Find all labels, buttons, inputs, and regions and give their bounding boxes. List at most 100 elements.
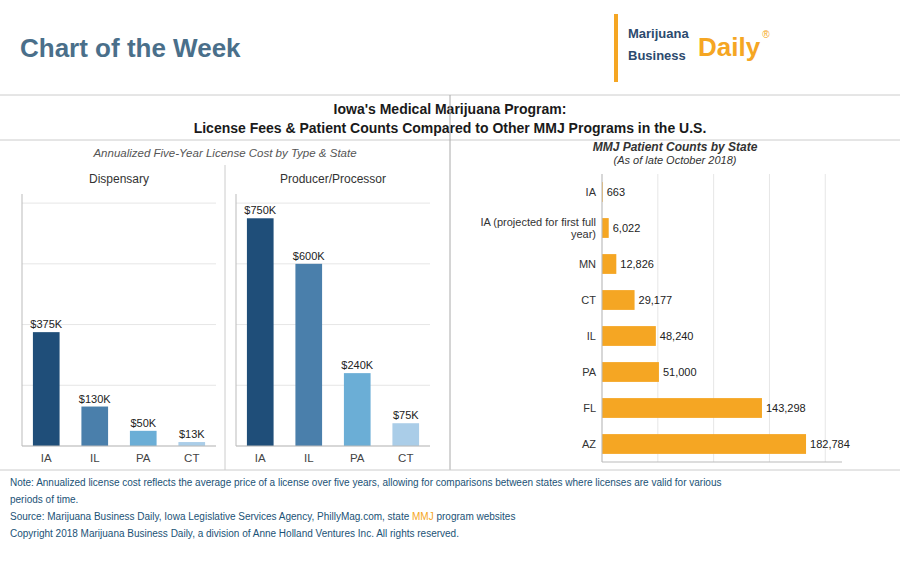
y-axis xyxy=(236,194,237,446)
bar xyxy=(33,332,60,446)
tick-label: IA (projected for first fullyear) xyxy=(480,216,596,240)
footnote: periods of time. xyxy=(10,494,78,505)
tick-label: CT xyxy=(581,294,596,306)
bar xyxy=(178,442,205,446)
footnote: Copyright 2018 Marijuana Business Daily,… xyxy=(10,528,459,539)
tick-label: CT xyxy=(184,452,199,464)
tick-label: PA xyxy=(350,452,365,464)
grid-line xyxy=(22,263,216,264)
bar xyxy=(392,423,419,446)
tick-label-line: IL xyxy=(587,330,596,342)
chart-title: MMJ Patient Counts by State xyxy=(593,140,758,154)
grid-line xyxy=(713,174,714,462)
chart-title: Dispensary xyxy=(89,172,149,186)
tick-label-line: PA xyxy=(582,366,597,378)
bar xyxy=(247,218,274,446)
x-axis xyxy=(602,462,842,463)
tick-label: PA xyxy=(136,452,151,464)
tick-label-line: FL xyxy=(583,402,596,414)
bars xyxy=(247,218,419,446)
footnote-part: Source: Marijuana Business Daily, Iowa L… xyxy=(10,511,412,522)
data-label: 29,177 xyxy=(639,294,673,306)
bar-chart: MMJ Patient Counts by State(As of late O… xyxy=(480,140,849,462)
tick-label: MN xyxy=(579,258,596,270)
x-axis xyxy=(22,446,216,447)
data-label: $130K xyxy=(79,393,111,405)
bar xyxy=(81,407,108,446)
footnote: Source: Marijuana Business Daily, Iowa L… xyxy=(10,511,515,522)
data-label: $750K xyxy=(244,204,276,216)
chart-title: Producer/Processor xyxy=(280,172,386,186)
bars xyxy=(33,332,205,446)
tick-label: IL xyxy=(90,452,100,464)
grid-line xyxy=(825,174,826,462)
data-label: $600K xyxy=(293,250,325,262)
logo-text: Business xyxy=(628,48,686,63)
bar xyxy=(602,398,762,418)
grid-line xyxy=(602,174,603,462)
tick-label: IL xyxy=(304,452,314,464)
logo-text: Daily xyxy=(698,32,761,62)
tick-label: FL xyxy=(583,402,596,414)
bar xyxy=(602,362,659,382)
tick-label-line: IA xyxy=(586,186,597,198)
background xyxy=(0,0,900,563)
chart-page: Chart of the Week Marijuana Business Daily®… xyxy=(0,0,900,563)
header-title: Chart of the Week xyxy=(20,33,241,63)
bar-chart: Producer/Processor $750K IA $600K IL $240K PA $… xyxy=(236,172,430,464)
divider xyxy=(0,470,900,471)
x-axis xyxy=(236,446,430,447)
data-label: $75K xyxy=(393,409,419,421)
grid-line xyxy=(657,174,658,462)
tick-label-line: year) xyxy=(571,228,596,240)
data-label: 143,298 xyxy=(766,402,806,414)
tick-label-line: MN xyxy=(579,258,596,270)
footnote: Note: Annualized license cost reflects t… xyxy=(10,477,721,488)
grid-line xyxy=(769,174,770,462)
grid-line xyxy=(236,446,430,447)
tick-label-line: CT xyxy=(581,294,596,306)
data-label: 663 xyxy=(607,186,625,198)
tick-label-line: IA (projected for first full xyxy=(480,216,596,228)
tick-label: IL xyxy=(587,330,596,342)
logo-mark: ® xyxy=(762,29,770,40)
bars xyxy=(602,182,806,454)
tick-label: CT xyxy=(398,452,413,464)
tick-label: PA xyxy=(582,366,597,378)
tick-label: IA xyxy=(41,452,52,464)
bar-chart: Dispensary $375K IA $130K IL $50K PA $13K CT xyxy=(22,172,216,464)
footnote-part: program websites xyxy=(434,511,516,522)
logo-text: Marijuana xyxy=(628,26,689,41)
bar xyxy=(602,326,656,346)
bar xyxy=(295,264,322,446)
bar xyxy=(130,431,157,446)
tick-label: IA xyxy=(255,452,266,464)
bar xyxy=(602,434,806,454)
tick-label: IA xyxy=(586,186,597,198)
data-label: 6,022 xyxy=(613,222,641,234)
data-label: 182,784 xyxy=(810,438,850,450)
logo-bar xyxy=(614,14,618,82)
data-label: 48,240 xyxy=(660,330,694,342)
tick-label-line: AZ xyxy=(582,438,596,450)
bar xyxy=(344,373,371,446)
divider xyxy=(450,95,451,470)
divider xyxy=(225,165,226,470)
tick-label: AZ xyxy=(582,438,596,450)
bar xyxy=(602,218,609,238)
footnote-highlight: MMJ xyxy=(412,511,434,522)
data-label: $375K xyxy=(30,318,62,330)
bar xyxy=(602,290,635,310)
y-axis xyxy=(22,194,23,446)
data-label: $13K xyxy=(179,428,205,440)
chart-subtitle: (As of late October 2018) xyxy=(614,154,737,166)
grid-line xyxy=(22,446,216,447)
panel-subtitle: Annualized Five-Year License Cost by Typ… xyxy=(92,147,356,159)
data-label: 12,826 xyxy=(620,258,654,270)
data-label: $240K xyxy=(341,359,373,371)
grid-line xyxy=(22,203,216,204)
data-label: 51,000 xyxy=(663,366,697,378)
data-label: $50K xyxy=(130,417,156,429)
bar xyxy=(602,254,616,274)
y-axis xyxy=(602,174,603,462)
